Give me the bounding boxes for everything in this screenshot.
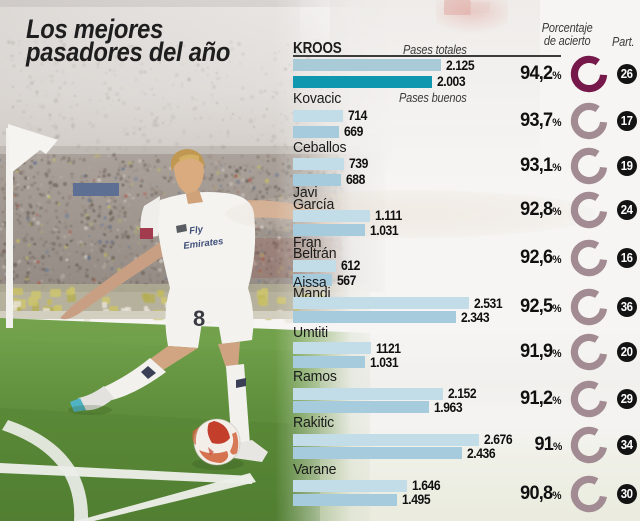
svg-text:Fly: Fly	[189, 224, 205, 237]
svg-text:8: 8	[193, 306, 205, 331]
svg-text:Emirates: Emirates	[183, 236, 224, 252]
